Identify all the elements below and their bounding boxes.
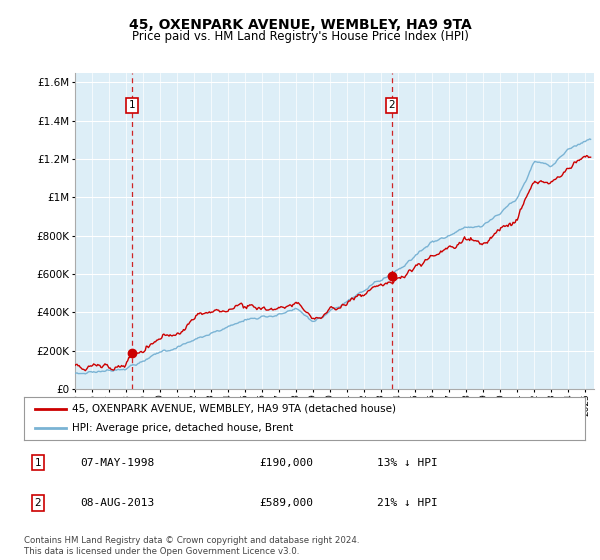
Text: 1: 1 bbox=[128, 100, 136, 110]
Text: £190,000: £190,000 bbox=[260, 458, 314, 468]
Text: 07-MAY-1998: 07-MAY-1998 bbox=[80, 458, 154, 468]
Text: 2: 2 bbox=[388, 100, 395, 110]
Text: 08-AUG-2013: 08-AUG-2013 bbox=[80, 498, 154, 508]
Text: Price paid vs. HM Land Registry's House Price Index (HPI): Price paid vs. HM Land Registry's House … bbox=[131, 30, 469, 43]
Text: 13% ↓ HPI: 13% ↓ HPI bbox=[377, 458, 438, 468]
Text: Contains HM Land Registry data © Crown copyright and database right 2024.
This d: Contains HM Land Registry data © Crown c… bbox=[24, 536, 359, 556]
Text: 45, OXENPARK AVENUE, WEMBLEY, HA9 9TA (detached house): 45, OXENPARK AVENUE, WEMBLEY, HA9 9TA (d… bbox=[71, 404, 395, 413]
Text: 45, OXENPARK AVENUE, WEMBLEY, HA9 9TA: 45, OXENPARK AVENUE, WEMBLEY, HA9 9TA bbox=[128, 18, 472, 32]
Text: £589,000: £589,000 bbox=[260, 498, 314, 508]
Text: HPI: Average price, detached house, Brent: HPI: Average price, detached house, Bren… bbox=[71, 423, 293, 433]
Text: 2: 2 bbox=[35, 498, 41, 508]
Text: 1: 1 bbox=[35, 458, 41, 468]
Text: 21% ↓ HPI: 21% ↓ HPI bbox=[377, 498, 438, 508]
